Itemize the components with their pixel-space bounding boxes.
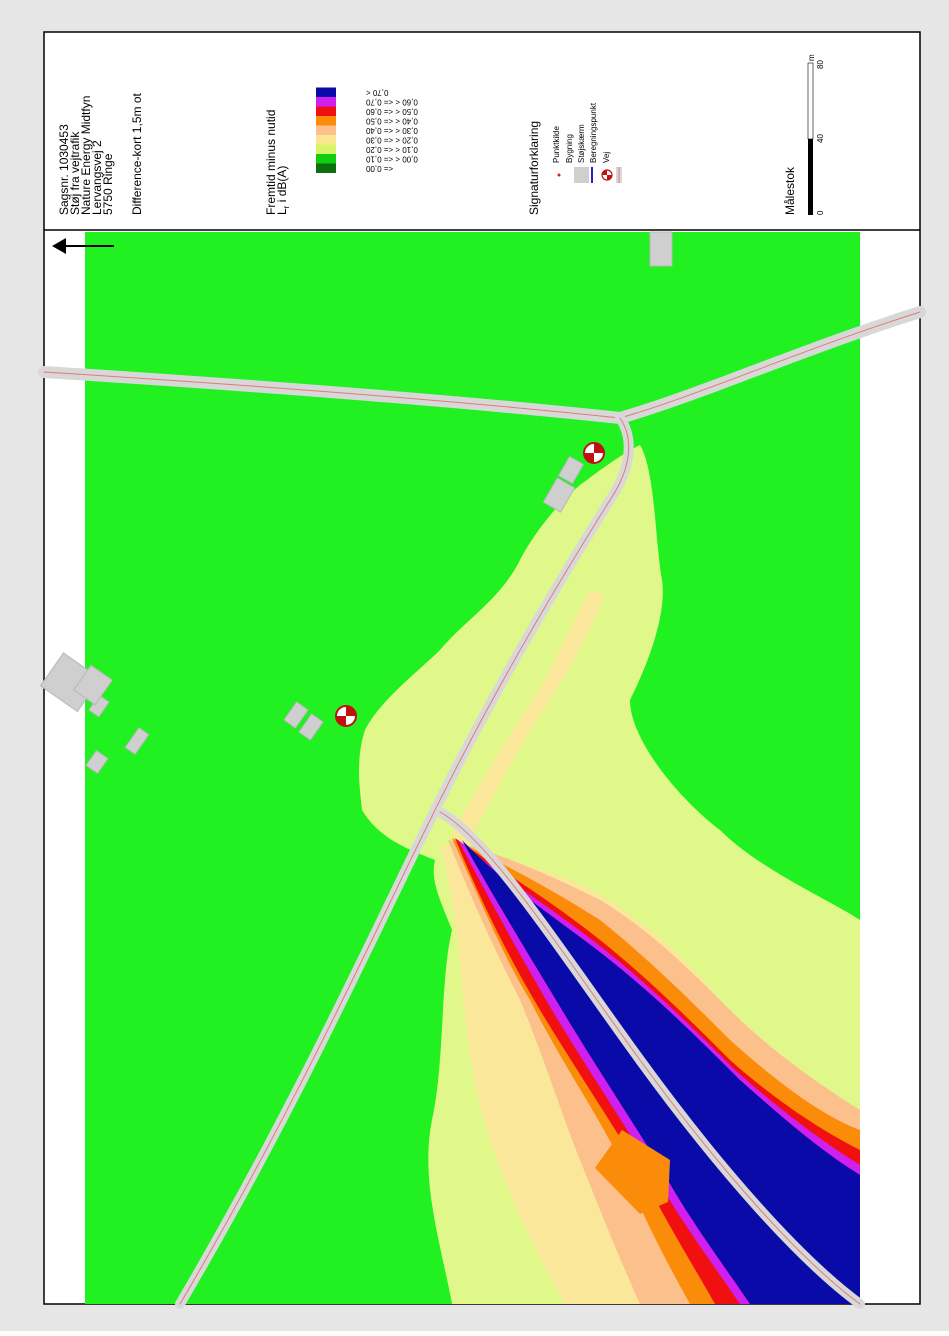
road-lervangsvej-centerline bbox=[179, 417, 630, 1305]
zone-yellow-strip bbox=[452, 590, 605, 845]
legend-swatch bbox=[316, 144, 336, 154]
info-line: Sagsnr. 1030453 bbox=[57, 124, 71, 215]
road-adgangsvej-centerline bbox=[439, 811, 861, 1305]
signatur-item: Støjskærm bbox=[577, 124, 586, 163]
roads bbox=[38, 306, 926, 1309]
scale-unit: m bbox=[807, 54, 816, 61]
scale-label: Målestok bbox=[783, 166, 797, 215]
signatur-item: Beregningspunkt bbox=[589, 102, 598, 163]
info-line: 5750 Ringe bbox=[101, 153, 115, 215]
signatur-item: Vej bbox=[602, 152, 611, 163]
scale-bar-white bbox=[807, 62, 814, 140]
info-block: Sagsnr. 1030453 Støj fra vejtrafik Natur… bbox=[57, 93, 144, 215]
legend-class-label: 0,60 < <= 0,70 bbox=[365, 98, 417, 107]
scale-bar: Målestok 0 40 80 m bbox=[783, 54, 825, 215]
legend-swatch bbox=[316, 106, 336, 116]
scale-bar-black bbox=[808, 139, 813, 215]
signatur-title: Signaturforklaring bbox=[527, 121, 541, 215]
info-line: Støj fra vejtrafik bbox=[68, 131, 82, 215]
signatur-item: Punktkilde bbox=[552, 126, 561, 163]
scale-tick: 0 bbox=[816, 210, 825, 215]
legend-classes: <= 0,000,00 < <= 0,100,10 < <= 0,200,20 … bbox=[316, 87, 418, 173]
building bbox=[557, 455, 585, 485]
info-line: Lervangsvej 2 bbox=[90, 140, 104, 215]
punktkilde-icon bbox=[557, 173, 561, 177]
legend-swatch bbox=[316, 154, 336, 164]
beregningspunkt-bp5 bbox=[583, 442, 605, 464]
map-type: Difference-kort 1,5m ot bbox=[130, 93, 144, 215]
scale-title: Fremtid minus nutid Lr i dB(A) bbox=[264, 110, 291, 215]
scale-tick: 80 bbox=[816, 60, 825, 69]
building bbox=[298, 713, 324, 741]
legend-class-label: 0,20 < <= 0,30 bbox=[365, 136, 417, 145]
legend-class-label: 0,50 < <= 0,60 bbox=[365, 107, 417, 116]
bygning-icon bbox=[574, 167, 589, 183]
legend-swatch bbox=[316, 163, 336, 173]
north-arrow bbox=[52, 238, 114, 254]
scale-title-line2: Lr i dB(A) bbox=[275, 166, 291, 215]
map-area bbox=[38, 231, 926, 1309]
pad-orange bbox=[595, 1130, 670, 1214]
legend-swatch bbox=[316, 135, 336, 145]
legend-class-label: 0,40 < <= 0,50 bbox=[365, 117, 417, 126]
legend-class-label: 0,30 < <= 0,40 bbox=[365, 126, 417, 135]
legend-class-label: 0,70 < bbox=[366, 88, 389, 97]
building bbox=[73, 664, 113, 706]
building bbox=[85, 749, 109, 775]
building bbox=[283, 701, 309, 729]
signatur-block: Signaturforklaring Punktkilde Bygning St… bbox=[527, 102, 622, 215]
road-faborgvej-centerline bbox=[43, 311, 921, 419]
info-line: Nature Energy Midtfyn bbox=[79, 96, 93, 215]
building bbox=[124, 727, 150, 755]
beregningspunkt-icon bbox=[601, 169, 613, 181]
legend-class-label: 0,00 < <= 0,10 bbox=[365, 155, 417, 164]
legend-class-label: <= 0,00 bbox=[365, 164, 393, 173]
building bbox=[649, 231, 673, 267]
legend-panel: Sagsnr. 1030453 Støj fra vejtrafik Natur… bbox=[44, 54, 920, 231]
legend-text: Sagsnr. 1030453 Støj fra vejtrafik Natur… bbox=[57, 54, 825, 215]
legend-swatch bbox=[316, 87, 336, 97]
scale-title-line1: Fremtid minus nutid bbox=[264, 110, 278, 215]
signatur-item: Bygning bbox=[565, 134, 574, 163]
beregningspunkt-bp3 bbox=[335, 705, 357, 727]
buildings bbox=[39, 231, 673, 775]
legend-swatch bbox=[316, 97, 336, 107]
legend-class-label: 0,10 < <= 0,20 bbox=[365, 145, 417, 154]
legend-swatch bbox=[316, 116, 336, 126]
scale-tick: 40 bbox=[816, 134, 825, 143]
building bbox=[542, 477, 576, 513]
legend-swatch bbox=[316, 125, 336, 135]
